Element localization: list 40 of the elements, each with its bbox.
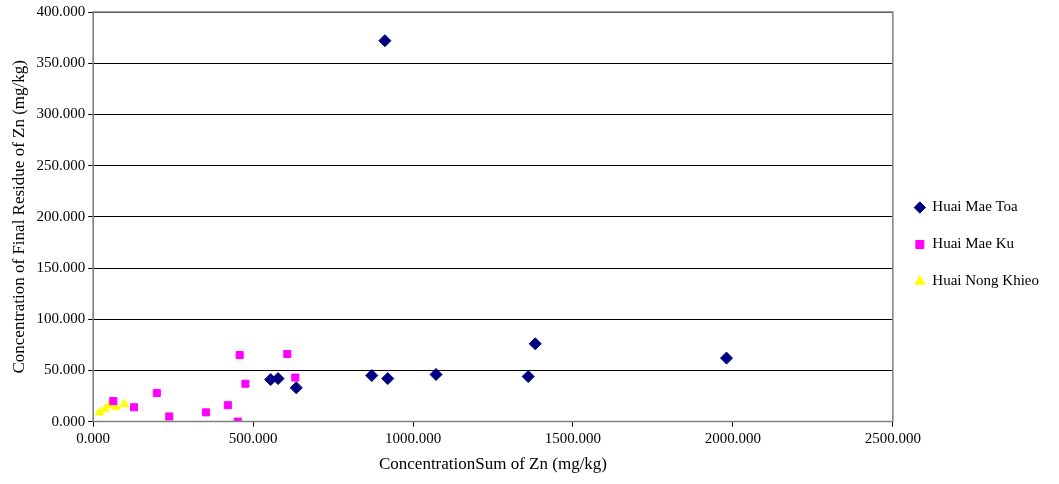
y-tick-label: 100.000	[36, 310, 86, 327]
y-tick-label: 400.000	[36, 2, 86, 19]
point	[119, 398, 130, 408]
point	[283, 349, 292, 359]
x-tick-label: 0.000	[76, 429, 111, 446]
point	[289, 381, 303, 395]
y-tick-label: 0.000	[51, 412, 86, 429]
point	[202, 408, 211, 417]
y-tick-label: 350.000	[36, 54, 86, 71]
point	[365, 369, 379, 383]
point	[720, 351, 734, 365]
y-tick-label: 200.000	[36, 207, 86, 224]
point	[241, 379, 250, 388]
x-tick-label: 500.000	[228, 429, 278, 446]
point	[165, 412, 174, 421]
point	[291, 373, 300, 382]
point	[521, 370, 535, 384]
point	[429, 368, 443, 381]
point	[94, 406, 105, 416]
x-tick-label: 2000.000	[704, 429, 762, 446]
point	[223, 401, 232, 410]
x-axis-title: ConcentrationSum of Zn (mg/kg)	[378, 454, 608, 474]
point	[378, 34, 392, 48]
legend-label: Huai Nong Khieo	[932, 272, 1040, 289]
y-tick-label: 150.000	[36, 258, 86, 275]
legend-label: Huai Mae Ku	[932, 235, 1015, 252]
y-axis-title: Concentration of Final Residue of Zn (mg/kg)	[8, 60, 28, 374]
x-tick-label: 1500.000	[544, 429, 602, 446]
y-tick-label: 300.000	[36, 105, 86, 122]
x-tick-label: 1000.000	[384, 429, 442, 446]
x-tick-label: 2500.000	[864, 429, 921, 446]
point	[235, 351, 244, 360]
point	[152, 388, 161, 397]
legend-label: Huai Mae Toa	[932, 198, 1019, 215]
y-tick-label: 250.000	[36, 156, 86, 173]
point	[528, 337, 542, 351]
point	[109, 397, 118, 406]
y-tick-label: 50.000	[43, 361, 86, 378]
point	[130, 403, 139, 412]
point	[381, 372, 395, 386]
